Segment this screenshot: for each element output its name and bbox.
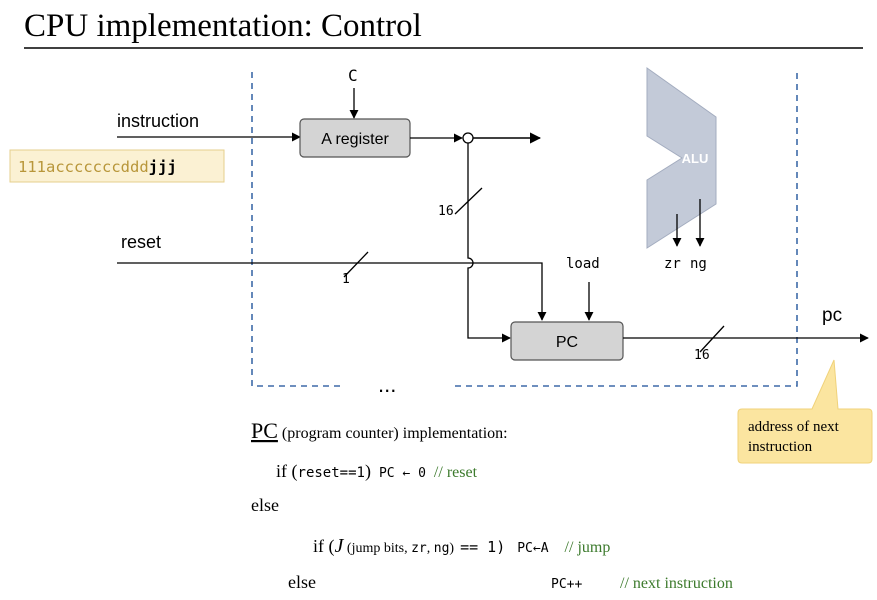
pc-out-width: 16 xyxy=(694,348,710,363)
code-l3-args1: jump bits, xyxy=(351,541,412,556)
reset-label: reset xyxy=(121,232,161,252)
reset-width: 1 xyxy=(342,272,350,287)
code-line-4-else: else xyxy=(288,572,316,592)
instruction-label: instruction xyxy=(117,111,199,131)
code-l1-comment: // reset xyxy=(434,464,478,481)
a-output-junction xyxy=(462,132,474,144)
code-l3-assign: PC←A xyxy=(517,541,548,556)
reset-slash xyxy=(343,251,369,278)
code-l3-close: ) xyxy=(449,541,454,556)
code-heading-rest: (program counter) implementation: xyxy=(278,425,508,442)
dashed-boundary xyxy=(251,72,798,387)
ng-label: ng xyxy=(690,256,707,272)
code-l3-paren: ( xyxy=(343,541,352,556)
bus-a-slash xyxy=(454,187,483,215)
alu-label: ALU xyxy=(682,151,709,166)
ellipsis: ... xyxy=(378,372,396,397)
instruction-bits-box xyxy=(9,149,225,183)
pc-output-label: pc xyxy=(822,305,842,326)
code-l3-ng: ng xyxy=(434,541,450,556)
a-register-label: A register xyxy=(321,131,389,148)
code-line-1: if (reset==1) PC ← 0 // reset xyxy=(251,461,492,482)
pc-box-label: PC xyxy=(556,334,578,351)
code-l3-J: J xyxy=(335,535,345,557)
code-l3-eq: == 1) xyxy=(460,538,505,556)
code-l1-close: ) xyxy=(365,461,371,482)
instruction-bits-prefix: 111acccccccddd xyxy=(18,158,149,176)
callout-line1: address of next xyxy=(748,419,840,435)
code-line-4-comment: // next instruction xyxy=(620,575,733,592)
callout-bubble xyxy=(737,359,873,464)
code-line-3: if (J (jump bits, zr, ng) == 1) PC←A // jum… xyxy=(288,535,625,557)
code-line-2: else xyxy=(251,495,279,515)
code-l1-cond: reset==1 xyxy=(298,465,365,481)
code-heading-pc: PC xyxy=(251,418,278,443)
code-heading: PC (program counter) implementation: xyxy=(251,418,508,443)
bus-a-width: 16 xyxy=(438,204,454,219)
load-label: load xyxy=(566,256,600,272)
slide-title: CPU implementation: Control xyxy=(24,8,422,44)
callout-line2: instruction xyxy=(748,439,813,455)
c-label: C xyxy=(348,66,358,85)
instruction-bits-jump: jjj xyxy=(149,158,177,176)
a-to-pc-bus xyxy=(467,143,511,343)
code-line-4-assign: PC++ xyxy=(551,577,582,592)
code-l3-comma: , xyxy=(427,541,434,556)
code-l3-comment: // jump xyxy=(565,539,611,556)
code-l1-if: if ( xyxy=(276,461,298,482)
pc-out-slash xyxy=(699,325,725,353)
pc-box xyxy=(510,321,624,361)
code-l3-if: if ( xyxy=(313,536,335,557)
code-l3-zr: zr xyxy=(411,541,427,556)
alu-shape xyxy=(646,67,717,249)
code-l1-assign: PC ← 0 xyxy=(379,466,426,481)
reset-wire xyxy=(117,262,547,321)
zr-label: zr xyxy=(664,256,681,272)
instruction-bits: 111acccccccdddjjj xyxy=(18,158,177,176)
